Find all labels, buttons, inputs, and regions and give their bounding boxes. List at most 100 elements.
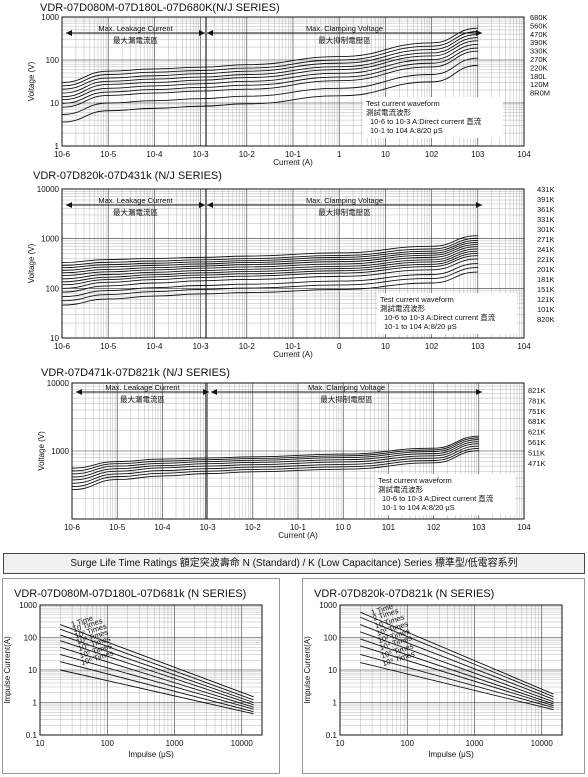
x-tick-label: 1000 (166, 739, 184, 748)
x-tick-label: 102 (425, 342, 439, 351)
y-tick-label: 1000 (51, 447, 69, 456)
y-axis-label: Voltage (V) (27, 61, 36, 101)
series-line (360, 645, 554, 707)
x-tick-label: 10 (381, 150, 390, 159)
series-line (360, 631, 554, 703)
leakage-label: Max. Leakage Current (105, 383, 180, 392)
series-label: 221K (537, 255, 555, 264)
y-tick-label: 1000 (19, 601, 37, 610)
x-tick-label: 10-4 (146, 150, 163, 159)
series-line (61, 250, 478, 283)
x-tick-label: 10000 (231, 739, 254, 748)
series-label: 270K (530, 55, 548, 64)
x-tick-label: 10-6 (54, 150, 71, 159)
leakage-label: Max. Leakage Current (98, 196, 173, 205)
series-label: 820K (537, 315, 555, 324)
chart-title-1: VDR-07D820k-07D431k (N/J SERIES) (33, 170, 222, 182)
x-tick-label: 102 (427, 523, 441, 532)
y-tick-label: 0.1 (326, 731, 338, 740)
series-line (61, 246, 478, 277)
clamping-label-zh: 最大抑制電壓區 (318, 35, 371, 45)
series-line (360, 624, 554, 700)
clamping-arrow-head-left (207, 202, 213, 208)
waveform-dc: 10-6 to 10-3 A:Direct current 直流 (384, 312, 496, 322)
waveform-title-zh: 測試電流波形 (366, 107, 411, 117)
x-tick-label: 104 (517, 342, 531, 351)
waveform-title: Test current waveform (380, 295, 454, 304)
chart-title-3: VDR-07D080M-07D180L-07D681k (N SERIES) (14, 588, 246, 600)
series-label: 621K (528, 428, 546, 437)
series-label: 301K (537, 225, 555, 234)
series-line (61, 31, 478, 87)
y-tick-label: 0.1 (26, 731, 38, 740)
series-line (61, 43, 478, 101)
x-tick-label: 10-6 (64, 523, 81, 532)
y-axis-label: Voltage (V) (27, 243, 36, 283)
leakage-arrow-head-right (199, 30, 205, 36)
series-line (71, 441, 479, 478)
plot-frame (339, 604, 563, 736)
series-line (61, 241, 478, 271)
x-tick-label: 10-5 (100, 150, 117, 159)
series-label: 361K (537, 205, 555, 214)
series-line (61, 255, 478, 289)
x-tick-label: 0 (337, 342, 342, 351)
series-line (71, 435, 479, 469)
surge-panel-right (302, 578, 585, 774)
y-axis-label: Impulse Current(A) (303, 636, 312, 704)
series-label: 681K (528, 417, 546, 426)
x-tick-label: 10000 (531, 739, 554, 748)
x-tick-label: 102 (425, 150, 439, 159)
x-tick-label: 100 (101, 739, 115, 748)
clamping-label: Max. Clamping Voltage (306, 24, 383, 33)
series-line (360, 654, 554, 708)
series-label: 471K (528, 459, 546, 468)
clamping-arrow-head-right (476, 389, 482, 395)
y-tick-label: 1 (55, 142, 60, 151)
chart-title-4: VDR-07D820k-07D821k (N SERIES) (314, 588, 494, 600)
series-line (61, 271, 478, 306)
clamping-label-zh: 最大抑制電壓區 (320, 394, 373, 404)
series-label: 390K (530, 38, 548, 47)
x-tick-label: 104 (517, 523, 531, 532)
clamping-arrow-head-right (476, 30, 482, 36)
series-label: 391K (537, 195, 555, 204)
leakage-arrow-head-left (76, 389, 82, 395)
y-tick-label: 1000 (319, 601, 337, 610)
series-label: 561K (528, 438, 546, 447)
plot-frame (61, 188, 525, 339)
x-tick-label: 10-3 (200, 523, 217, 532)
series-line (60, 640, 254, 706)
x-axis-label: Impulse (μS) (128, 750, 174, 759)
plot-frame (39, 604, 263, 736)
x-tick-label: 10-3 (193, 342, 210, 351)
series-line (61, 258, 478, 293)
series-line (61, 248, 478, 280)
y-tick-label: 1000 (41, 13, 59, 22)
clamping-arrow-head-right (476, 202, 482, 208)
y-tick-label: 10 (28, 666, 37, 675)
surge-banner: Surge Life Time Ratings 額定突波壽命 N (Standa… (3, 553, 585, 574)
waveform-title-zh: 測試電流波形 (380, 303, 425, 313)
waveform-dc: 10-6 to 10-3 A:Direct current 直流 (370, 116, 482, 126)
series-label: 431K (537, 185, 555, 194)
waveform-box (363, 97, 503, 138)
series-label: 781K (528, 396, 546, 405)
y-tick-label: 100 (46, 56, 60, 65)
series-label: 560K (530, 21, 548, 30)
series-label: 220K (530, 63, 548, 72)
series-line (71, 443, 479, 481)
y-tick-label: 100 (24, 634, 38, 643)
x-tick-label: 103 (472, 523, 486, 532)
waveform-title: Test current waveform (378, 476, 452, 485)
x-tick-label: 103 (471, 342, 485, 351)
series-label: 271K (537, 235, 555, 244)
series-label: 330K (530, 47, 548, 56)
series-label: 101K (537, 305, 555, 314)
y-tick-label: 10 (328, 666, 337, 675)
x-tick-label: 10 (381, 342, 390, 351)
series-line (60, 646, 254, 708)
series-label: 470K (530, 30, 548, 39)
y-tick-label: 10000 (37, 185, 60, 194)
